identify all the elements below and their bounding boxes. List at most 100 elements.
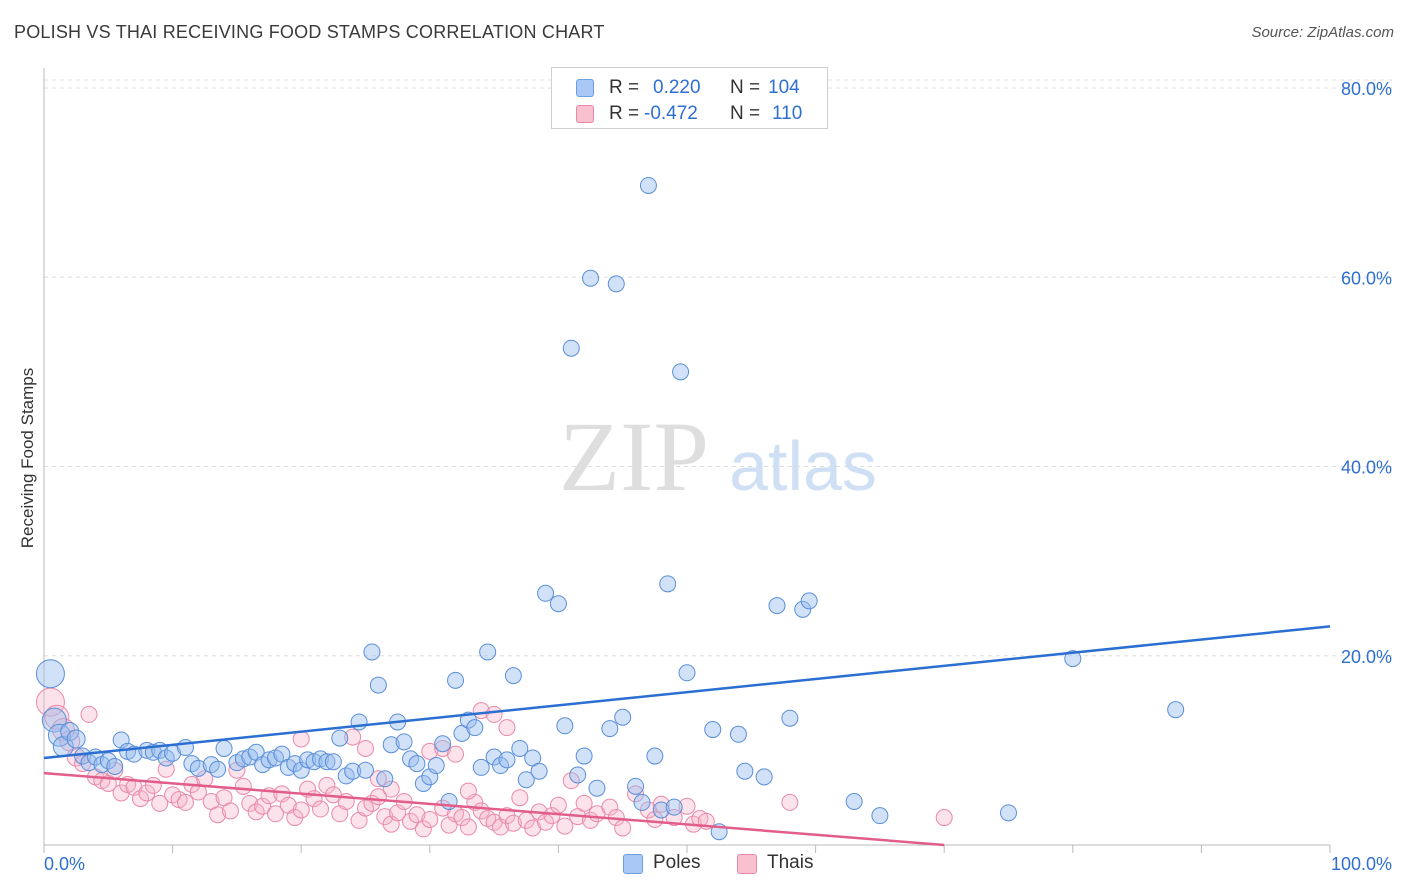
poles-point	[41, 707, 67, 733]
trend-lines	[43, 625, 1331, 847]
thais-point	[556, 817, 574, 835]
poles-point	[189, 759, 207, 777]
thais-point	[524, 819, 542, 837]
poles-point	[99, 752, 117, 770]
poles-point	[472, 758, 490, 776]
thais-point	[247, 803, 265, 821]
poles-point	[1167, 701, 1185, 719]
thais-point	[176, 793, 194, 811]
poles-point	[209, 760, 227, 778]
poles-point	[588, 779, 606, 797]
poles-point	[106, 757, 124, 775]
legend-r-value: -0.472	[644, 103, 698, 124]
thais-point	[234, 777, 252, 795]
poles-point	[569, 766, 587, 784]
poles-point	[60, 721, 80, 741]
poles-point	[755, 768, 773, 786]
legend-row-thais: R = -0.472 N = 110	[552, 102, 827, 128]
legend-n-label: N =	[730, 77, 761, 98]
thais-point	[543, 807, 561, 825]
poles-point	[408, 755, 426, 773]
thais-point	[151, 794, 169, 812]
watermark-atlas: atlas	[729, 427, 877, 505]
poles-point	[549, 595, 567, 613]
poles-point	[601, 720, 619, 738]
thais-point	[504, 814, 522, 832]
poles-point	[537, 584, 555, 602]
thais-point	[266, 805, 284, 823]
chart-title: POLISH VS THAI RECEIVING FOOD STAMPS COR…	[14, 22, 605, 42]
legend-swatch-thais	[576, 105, 594, 123]
poles-point	[530, 762, 548, 780]
legend-swatch-poles	[623, 854, 643, 874]
y-tick-label: 80.0%	[1341, 79, 1392, 99]
poles-point	[1064, 650, 1082, 668]
thais-point	[498, 719, 516, 737]
thais-point	[241, 794, 259, 812]
poles-point	[35, 659, 65, 689]
y-tick-label: 40.0%	[1341, 458, 1392, 478]
poles-point	[845, 792, 863, 810]
thais-point	[318, 776, 336, 794]
thais-point	[421, 742, 439, 760]
thais-point	[112, 784, 130, 802]
thais-point	[131, 790, 149, 808]
thais-point	[292, 801, 310, 819]
poles-point	[575, 747, 593, 765]
poles-point	[672, 363, 690, 381]
thais-point	[357, 739, 374, 757]
poles-point	[794, 600, 812, 618]
thais-point	[601, 798, 619, 816]
poles-point	[1000, 804, 1017, 822]
thais-point	[382, 780, 400, 798]
x-tick-label: 100.0%	[1331, 854, 1392, 874]
thais-point	[549, 796, 567, 814]
poles-point	[627, 777, 645, 795]
legend-label-thais: Thais	[767, 852, 814, 873]
y-tick-label: 60.0%	[1341, 268, 1392, 288]
poles-point	[582, 269, 600, 287]
poles-point	[395, 733, 413, 751]
watermark: ZIP atlas	[559, 401, 877, 512]
poles-point	[485, 748, 503, 766]
legend-label-poles: Poles	[653, 852, 701, 873]
poles-point	[562, 339, 580, 357]
poles-point	[466, 719, 484, 737]
poles-point	[376, 770, 394, 788]
legend-n-label: N =	[730, 103, 761, 124]
thais-point	[209, 806, 227, 824]
thais-point	[434, 739, 452, 757]
thais-point	[80, 705, 98, 723]
legend-n-value: 110	[772, 103, 803, 124]
x-tick-label: 0.0%	[44, 854, 85, 874]
thais-point	[402, 812, 420, 830]
poles-point	[286, 755, 304, 773]
y-axis-title: Receiving Food Stamps	[18, 367, 37, 549]
poles-point	[215, 739, 233, 757]
legend-r-label: R =	[609, 103, 640, 124]
thais-point	[447, 745, 465, 763]
thais-point	[221, 802, 239, 820]
thais-point	[652, 795, 670, 813]
thais-point	[369, 770, 387, 788]
poles-point	[556, 717, 574, 735]
poles-point	[704, 721, 722, 739]
poles-point	[511, 739, 529, 757]
poles-point	[607, 275, 625, 293]
poles-point	[659, 575, 677, 593]
legend-swatch-poles	[576, 79, 594, 97]
poles-point	[800, 592, 818, 610]
thais-point	[562, 772, 580, 790]
poles-point	[729, 725, 747, 743]
poles-point	[614, 708, 632, 726]
poles-point	[781, 709, 799, 727]
legend-row-poles: R = 0.220 N = 104	[552, 76, 827, 102]
poles-point	[344, 762, 362, 780]
tick-labels: 20.0% 40.0% 60.0% 80.0% 0.0% 100.0%	[44, 79, 1392, 874]
poles-point	[331, 729, 349, 747]
poles-point	[414, 774, 432, 792]
poles-point	[363, 643, 381, 661]
poles-point	[768, 597, 786, 615]
thais-point	[408, 806, 426, 824]
